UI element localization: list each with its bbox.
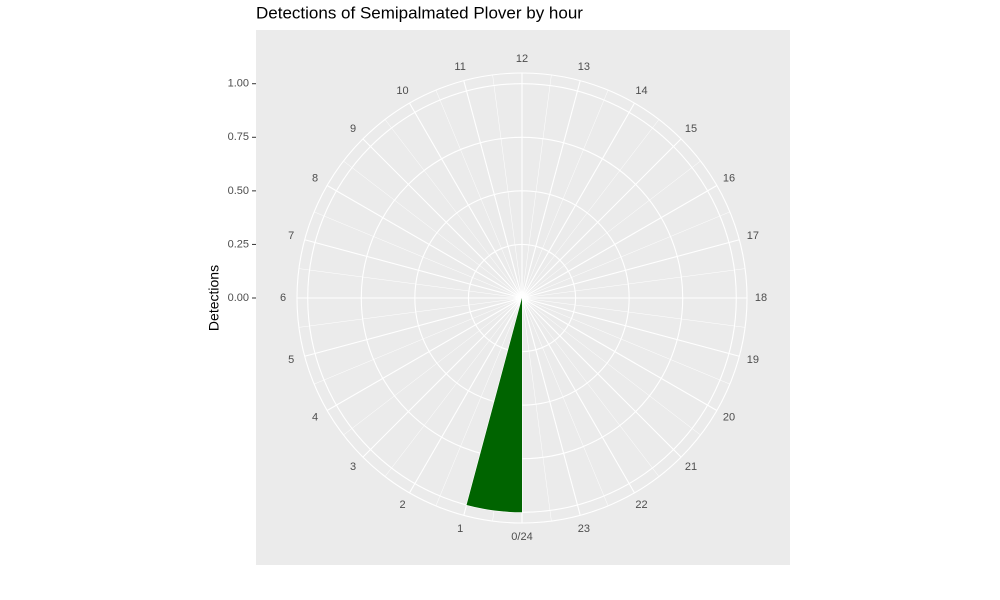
minor-spoke bbox=[298, 297, 523, 328]
x-tick-label: 4 bbox=[312, 411, 318, 423]
x-tick-label: 21 bbox=[685, 461, 697, 473]
x-tick-label: 5 bbox=[288, 354, 294, 366]
grid-spoke bbox=[521, 297, 682, 458]
x-tick-label: 8 bbox=[312, 172, 318, 184]
minor-spoke bbox=[521, 90, 609, 299]
x-tick-label: 23 bbox=[578, 523, 590, 535]
minor-spoke bbox=[435, 297, 523, 506]
grid-spoke bbox=[304, 239, 523, 299]
x-tick-label: 12 bbox=[516, 53, 528, 65]
grid-spoke bbox=[326, 297, 523, 411]
grid-spoke bbox=[521, 239, 740, 299]
x-tick-label: 13 bbox=[578, 61, 590, 73]
minor-spoke bbox=[298, 268, 523, 299]
x-tick-label: 0/24 bbox=[511, 531, 532, 543]
x-tick-label: 10 bbox=[396, 85, 408, 97]
grid-spoke bbox=[362, 138, 523, 299]
minor-spoke bbox=[521, 211, 730, 299]
x-tick-label: 3 bbox=[350, 461, 356, 473]
minor-spoke bbox=[521, 297, 746, 328]
minor-spoke bbox=[492, 74, 523, 299]
x-tick-label: 2 bbox=[399, 499, 405, 511]
minor-spoke bbox=[343, 160, 523, 299]
grid-spoke bbox=[521, 297, 718, 411]
x-tick-label: 7 bbox=[288, 230, 294, 242]
y-tick-label: 0.25 bbox=[228, 238, 249, 250]
minor-spoke bbox=[384, 297, 523, 477]
minor-spoke bbox=[314, 297, 523, 385]
x-tick-label: 20 bbox=[723, 411, 735, 423]
minor-spoke bbox=[521, 160, 701, 299]
x-tick-label: 18 bbox=[755, 292, 767, 304]
x-tick-label: 6 bbox=[280, 292, 286, 304]
y-axis-title: Detections bbox=[206, 265, 222, 331]
minor-spoke bbox=[521, 268, 746, 299]
grid-spoke bbox=[521, 297, 581, 516]
x-tick-label: 15 bbox=[685, 123, 697, 135]
x-tick-label: 1 bbox=[457, 523, 463, 535]
grid-spoke bbox=[304, 297, 523, 357]
minor-spoke bbox=[521, 297, 730, 385]
minor-spoke bbox=[435, 90, 523, 299]
y-tick-label: 0.00 bbox=[228, 292, 249, 304]
minor-spoke bbox=[521, 297, 609, 506]
grid-spoke bbox=[521, 297, 740, 357]
minor-spoke bbox=[343, 297, 523, 436]
minor-spoke bbox=[521, 297, 660, 477]
grid-spoke bbox=[409, 297, 523, 494]
minor-spoke bbox=[314, 211, 523, 299]
y-tick-label: 0.50 bbox=[228, 185, 249, 197]
x-tick-label: 22 bbox=[635, 499, 647, 511]
x-tick-label: 9 bbox=[350, 123, 356, 135]
grid-spoke bbox=[521, 102, 635, 299]
bar bbox=[466, 298, 522, 513]
x-tick-label: 14 bbox=[635, 85, 647, 97]
grid-spoke bbox=[362, 297, 523, 458]
grid-spoke bbox=[521, 80, 581, 299]
minor-spoke bbox=[521, 297, 552, 522]
minor-spoke bbox=[521, 74, 552, 299]
grid-spoke bbox=[521, 138, 682, 299]
minor-spoke bbox=[384, 119, 523, 299]
grid-spoke bbox=[521, 185, 718, 299]
y-tick-label: 0.75 bbox=[228, 131, 249, 143]
x-tick-label: 19 bbox=[747, 354, 759, 366]
grid-spoke bbox=[463, 80, 523, 299]
x-tick-label: 17 bbox=[747, 230, 759, 242]
minor-spoke bbox=[521, 119, 660, 299]
chart-title: Detections of Semipalmated Plover by hou… bbox=[256, 3, 583, 22]
grid-spoke bbox=[521, 297, 635, 494]
grid-spoke bbox=[326, 185, 523, 299]
x-tick-label: 11 bbox=[454, 61, 465, 73]
x-tick-label: 16 bbox=[723, 172, 735, 184]
y-tick-label: 1.00 bbox=[228, 78, 249, 90]
grid-spoke bbox=[409, 102, 523, 299]
minor-spoke bbox=[521, 297, 701, 436]
